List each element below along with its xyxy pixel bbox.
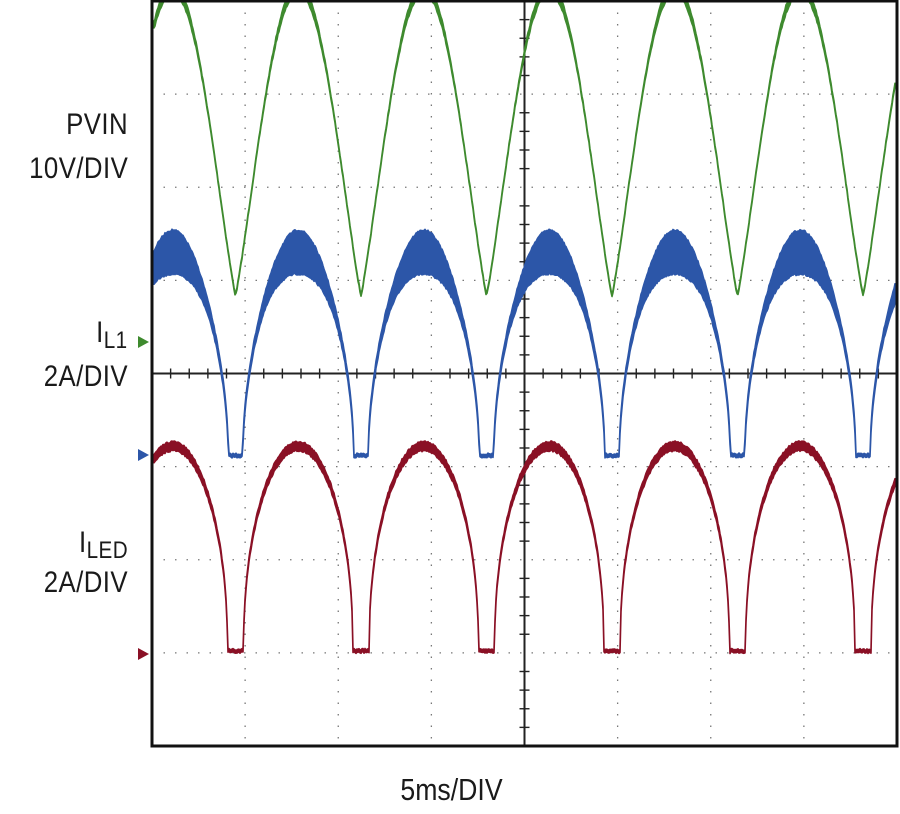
il1-trace — [153, 228, 896, 459]
iled-trace — [153, 440, 896, 655]
il1-scale: 2A/DIV — [44, 360, 128, 394]
iled-label-sub: LED — [86, 537, 128, 564]
iled-scale: 2A/DIV — [44, 566, 128, 600]
ground-markers — [138, 336, 149, 660]
il1-label-name: I — [96, 316, 105, 349]
iled-scale-text: 2A/DIV — [43, 566, 128, 599]
iled-ground-marker — [138, 648, 149, 660]
grid — [152, 1, 897, 746]
pvin-waveform — [153, 0, 896, 298]
il1-label-sub: L1 — [104, 327, 128, 354]
traces — [153, 0, 896, 655]
iled-label: ILED — [79, 526, 128, 568]
iled-label-name: I — [78, 526, 87, 559]
pvin-trace — [153, 0, 896, 298]
pvin-label: PVIN — [66, 108, 128, 142]
pvin-label-name: PVIN — [66, 108, 128, 141]
pvin-scale: 10V/DIV — [29, 152, 128, 186]
il1-label: IL1 — [97, 316, 128, 358]
pvin-ground-marker — [138, 336, 149, 348]
il1-ground-marker — [138, 449, 149, 461]
il1-scale-text: 2A/DIV — [43, 360, 128, 393]
pvin-scale-text: 10V/DIV — [28, 152, 128, 185]
il1-waveform — [153, 228, 896, 459]
x-axis-label: 5ms/DIV — [400, 772, 503, 807]
plot-frame — [150, 0, 899, 748]
iled-waveform — [153, 440, 896, 655]
